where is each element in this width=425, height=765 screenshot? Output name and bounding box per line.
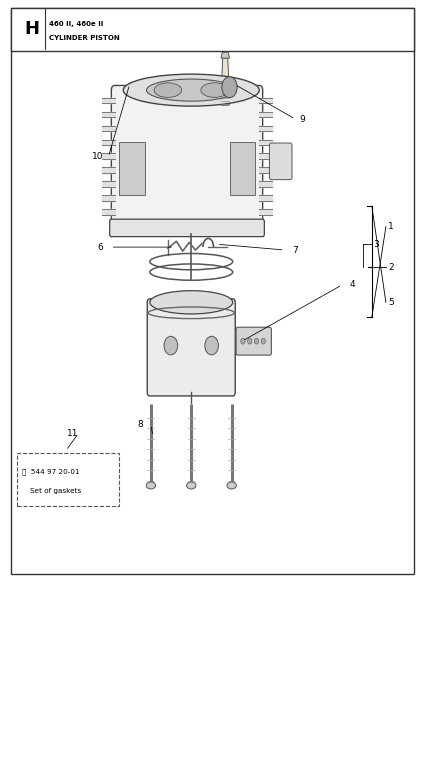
Circle shape	[254, 338, 258, 344]
Ellipse shape	[187, 482, 196, 489]
Circle shape	[164, 337, 178, 355]
Circle shape	[222, 76, 237, 98]
Text: 2: 2	[388, 263, 394, 272]
Polygon shape	[222, 58, 229, 77]
Text: 5: 5	[388, 298, 394, 307]
FancyBboxPatch shape	[236, 327, 271, 355]
Circle shape	[205, 337, 218, 355]
Text: 11: 11	[66, 428, 78, 438]
Text: 10: 10	[92, 152, 104, 161]
FancyBboxPatch shape	[110, 220, 264, 236]
Bar	[230, 142, 255, 195]
Text: 6: 6	[97, 243, 103, 252]
Polygon shape	[220, 90, 230, 106]
Ellipse shape	[123, 74, 259, 106]
Ellipse shape	[150, 291, 233, 314]
Bar	[17, 454, 119, 506]
Text: 9: 9	[299, 115, 305, 124]
Text: Set of gaskets: Set of gaskets	[30, 488, 81, 494]
Circle shape	[241, 338, 245, 344]
Ellipse shape	[146, 482, 156, 489]
Polygon shape	[218, 77, 232, 103]
Ellipse shape	[227, 482, 236, 489]
Text: 460 II, 460e II: 460 II, 460e II	[49, 21, 103, 28]
Polygon shape	[221, 52, 230, 58]
Text: 1: 1	[388, 223, 394, 231]
Text: 8: 8	[137, 420, 143, 429]
Circle shape	[261, 338, 265, 344]
Text: Ⓐ  544 97 20-01: Ⓐ 544 97 20-01	[22, 468, 80, 475]
Text: H: H	[24, 20, 40, 38]
FancyBboxPatch shape	[147, 299, 235, 396]
FancyBboxPatch shape	[111, 86, 263, 229]
Ellipse shape	[201, 83, 229, 97]
Text: CYLINDER PISTON: CYLINDER PISTON	[49, 34, 119, 41]
Text: 4: 4	[350, 281, 356, 289]
Bar	[119, 142, 144, 195]
Ellipse shape	[154, 83, 181, 97]
Text: 7: 7	[292, 246, 298, 255]
Bar	[11, 8, 414, 51]
FancyBboxPatch shape	[269, 143, 292, 180]
Ellipse shape	[147, 79, 236, 101]
Circle shape	[247, 338, 252, 344]
Text: 3: 3	[373, 239, 379, 249]
